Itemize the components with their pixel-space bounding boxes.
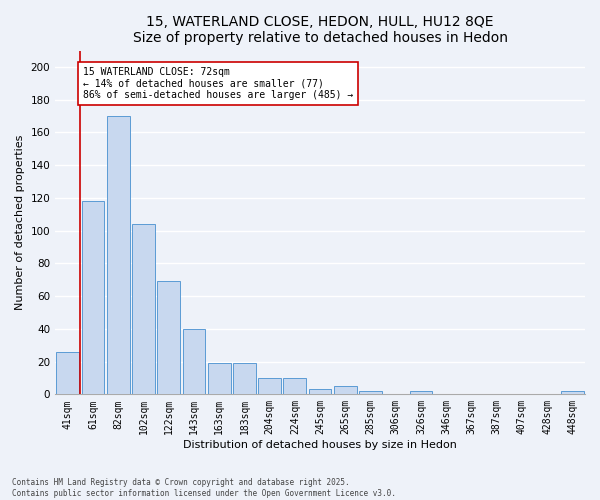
- Bar: [309, 390, 331, 394]
- Bar: [208, 363, 230, 394]
- Bar: [182, 329, 205, 394]
- Bar: [82, 201, 104, 394]
- Bar: [410, 391, 433, 394]
- X-axis label: Distribution of detached houses by size in Hedon: Distribution of detached houses by size …: [183, 440, 457, 450]
- Bar: [334, 386, 356, 394]
- Y-axis label: Number of detached properties: Number of detached properties: [15, 134, 25, 310]
- Bar: [359, 391, 382, 394]
- Bar: [107, 116, 130, 394]
- Bar: [157, 282, 180, 395]
- Bar: [56, 352, 79, 395]
- Text: 15 WATERLAND CLOSE: 72sqm
← 14% of detached houses are smaller (77)
86% of semi-: 15 WATERLAND CLOSE: 72sqm ← 14% of detac…: [83, 67, 353, 100]
- Title: 15, WATERLAND CLOSE, HEDON, HULL, HU12 8QE
Size of property relative to detached: 15, WATERLAND CLOSE, HEDON, HULL, HU12 8…: [133, 15, 508, 45]
- Bar: [561, 391, 584, 394]
- Text: Contains HM Land Registry data © Crown copyright and database right 2025.
Contai: Contains HM Land Registry data © Crown c…: [12, 478, 396, 498]
- Bar: [233, 363, 256, 394]
- Bar: [283, 378, 306, 394]
- Bar: [258, 378, 281, 394]
- Bar: [132, 224, 155, 394]
